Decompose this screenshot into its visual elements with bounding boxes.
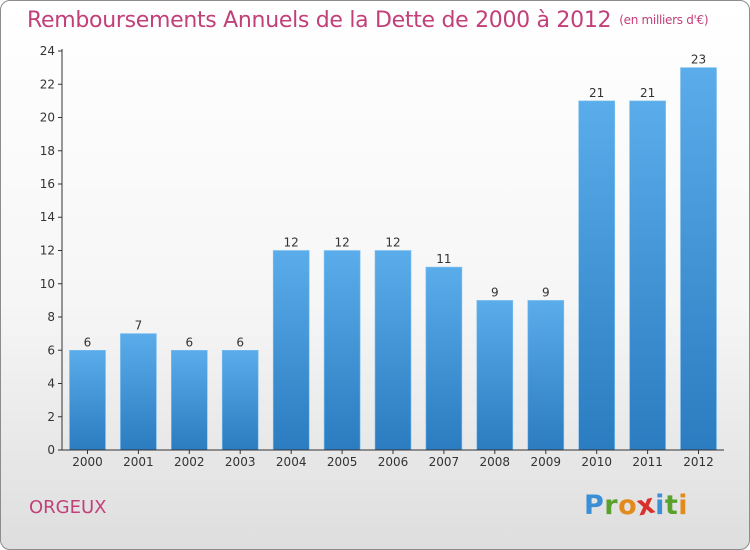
- logo-letter: r: [604, 490, 619, 521]
- bar-2010: [578, 100, 616, 451]
- data-label-2000: 6: [84, 335, 92, 349]
- x-tick-label-2002: 2002: [174, 455, 205, 469]
- y-tick-label-16: 16: [40, 177, 55, 191]
- x-tick-label-2005: 2005: [327, 455, 358, 469]
- bar-2001: [120, 333, 157, 451]
- y-tick-label-6: 6: [47, 343, 55, 357]
- bar-2008: [476, 300, 514, 451]
- y-tick-label-12: 12: [40, 244, 55, 258]
- y-tick-label-14: 14: [40, 210, 55, 224]
- y-tick-label-22: 22: [40, 77, 55, 91]
- x-tick-label-2012: 2012: [683, 455, 714, 469]
- bar-2011: [629, 100, 666, 451]
- proxiti-logo[interactable]: Proxiti: [584, 488, 689, 522]
- y-tick-label-4: 4: [47, 377, 55, 391]
- axes-group: 2000 2001 2002 2003 2004 2005 2006 2007 2008 2009…: [40, 44, 724, 469]
- place-name: ORGEUX: [29, 497, 107, 518]
- bar-2000: [69, 349, 106, 451]
- chart-subtitle: (en milliers d'€): [619, 13, 709, 27]
- data-label-2005: 12: [334, 236, 349, 250]
- bar-2004: [272, 250, 310, 451]
- y-tick-label-0: 0: [47, 443, 55, 457]
- x-tick-label-2008: 2008: [480, 455, 511, 469]
- data-label-2012: 23: [691, 53, 706, 67]
- x-tick-label-2010: 2010: [581, 455, 612, 469]
- chart-title-text: Remboursements Annuels de la Dette de 20…: [27, 8, 612, 33]
- x-tick-label-2006: 2006: [378, 455, 409, 469]
- bar-2002: [171, 349, 208, 451]
- bar-2007: [425, 266, 463, 451]
- data-label-2009: 9: [542, 285, 550, 299]
- bar-2003: [221, 349, 259, 451]
- bar-2012: [680, 67, 717, 451]
- y-tick-label-24: 24: [40, 44, 55, 58]
- x-tick-label-2007: 2007: [429, 455, 460, 469]
- data-label-2007: 11: [436, 252, 451, 266]
- bar-2005: [323, 250, 361, 451]
- logo-letter: o: [618, 490, 638, 521]
- bar-2009: [527, 300, 565, 451]
- x-tick-label-2001: 2001: [123, 455, 154, 469]
- logo-letter: t: [664, 490, 679, 521]
- data-label-2011: 21: [640, 86, 655, 100]
- data-label-2010: 21: [589, 86, 604, 100]
- data-label-2004: 12: [284, 236, 299, 250]
- data-label-2001: 7: [135, 319, 143, 333]
- x-tick-label-2009: 2009: [531, 455, 562, 469]
- logo-letter: i: [655, 490, 665, 521]
- bars-group: 6 7 6 6 12 12 12 11 9 9 21 21 23: [69, 53, 717, 451]
- data-label-2006: 12: [385, 236, 400, 250]
- logo-letter: P: [584, 490, 605, 521]
- x-tick-label-2004: 2004: [276, 455, 307, 469]
- y-tick-label-8: 8: [47, 310, 55, 324]
- x-tick-label-2000: 2000: [72, 455, 103, 469]
- y-tick-label-18: 18: [40, 144, 55, 158]
- x-tick-label-2003: 2003: [225, 455, 256, 469]
- data-label-2002: 6: [185, 335, 193, 349]
- chart-title: Remboursements Annuels de la Dette de 20…: [27, 8, 709, 33]
- x-tick-label-2011: 2011: [632, 455, 663, 469]
- logo-letter: i: [678, 490, 689, 521]
- y-tick-label-20: 20: [40, 111, 55, 125]
- y-tick-label-2: 2: [47, 410, 55, 424]
- data-label-2003: 6: [236, 335, 244, 349]
- bar-2006: [374, 250, 412, 451]
- y-tick-label-10: 10: [40, 277, 55, 291]
- data-label-2008: 9: [491, 285, 499, 299]
